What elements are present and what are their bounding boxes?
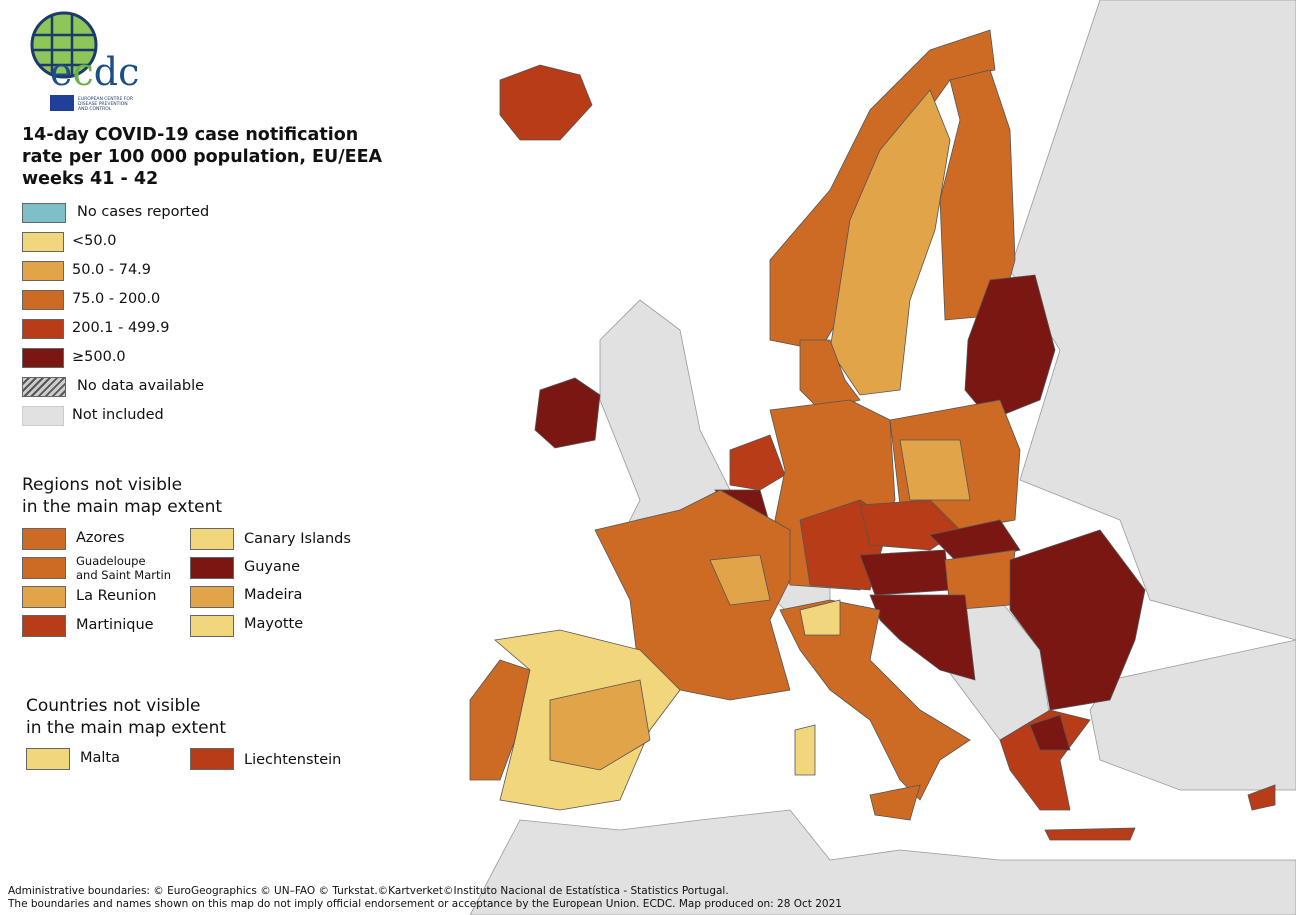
legend-label: Mayotte xyxy=(244,616,304,632)
footer-line: Administrative boundaries: © EuroGeograp… xyxy=(8,885,729,897)
legend-label: Martinique xyxy=(76,617,154,633)
countries-legend: Malta Liechtenstein xyxy=(26,748,366,774)
greece-north xyxy=(1029,714,1071,751)
legend-label: Madeira xyxy=(244,587,303,603)
title-line: 14-day COVID-19 case notification xyxy=(22,125,359,145)
romania-bulgaria xyxy=(1009,529,1146,711)
legend-label: 50.0 - 74.9 xyxy=(72,262,152,278)
sicily xyxy=(869,784,921,821)
legend-label: 75.0 - 200.0 xyxy=(72,291,161,307)
footer-line: The boundaries and names shown on this m… xyxy=(8,897,842,910)
regions-heading: Regions not visible in the main map exte… xyxy=(22,474,222,518)
legend-swatch xyxy=(22,203,66,223)
legend-swatch xyxy=(22,290,64,310)
legend-swatch xyxy=(22,615,66,637)
legend-swatch xyxy=(190,748,234,770)
slovenia-croatia xyxy=(869,594,976,681)
legend-swatch xyxy=(22,586,66,608)
legend-swatch-hatch xyxy=(22,377,66,397)
legend-swatch xyxy=(22,319,64,339)
legend-swatch xyxy=(190,586,234,608)
sardinia xyxy=(794,724,816,776)
title-line: rate per 100 000 population, EU/EEA xyxy=(22,147,383,167)
legend-label: and Saint Martin xyxy=(76,568,171,582)
heading-line: in the main map extent xyxy=(26,718,227,738)
legend-swatch xyxy=(22,528,66,550)
denmark xyxy=(799,339,861,411)
footer-credits: Administrative boundaries: © EuroGeograp… xyxy=(8,885,842,910)
greece xyxy=(999,709,1091,811)
legend-swatch xyxy=(22,261,64,281)
legend-swatch xyxy=(22,232,64,252)
legend-label: Guyane xyxy=(244,559,301,575)
legend-swatch xyxy=(22,406,64,426)
legend-swatch xyxy=(190,557,234,579)
turkey xyxy=(1089,639,1296,791)
title-line: weeks 41 - 42 xyxy=(22,169,159,189)
poland-west xyxy=(899,439,971,501)
svg-text:EUROPEAN CENTRE FOR: EUROPEAN CENTRE FOR xyxy=(78,96,133,102)
france-central xyxy=(709,554,771,606)
legend-label: Malta xyxy=(80,750,120,766)
crete xyxy=(1044,827,1136,841)
regions-legend: Azores Guadeloupe and Saint Martin La Reu… xyxy=(22,528,362,640)
spain-central xyxy=(549,679,651,771)
legend-label: No data available xyxy=(77,378,205,394)
ecdc-logo: ecdc EUROPEAN CENTRE FOR DISEASE PREVENT… xyxy=(22,5,152,113)
legend-label: ≥500.0 xyxy=(72,349,126,365)
ireland xyxy=(534,377,601,449)
countries-heading: Countries not visible in the main map ex… xyxy=(26,695,226,739)
heading-line: in the main map extent xyxy=(22,497,223,517)
north-africa xyxy=(469,809,1296,915)
legend-label: No cases reported xyxy=(77,204,210,220)
legend-label: Not included xyxy=(72,407,164,423)
legend: No cases reported <50.0 50.0 - 74.9 75.0… xyxy=(22,203,282,433)
legend-label: Canary Islands xyxy=(244,531,351,547)
baltics xyxy=(964,274,1056,421)
italy xyxy=(779,599,971,801)
legend-label: Liechtenstein xyxy=(244,752,342,768)
legend-swatch xyxy=(190,615,234,637)
legend-label: Azores xyxy=(76,530,125,546)
netherlands xyxy=(729,434,786,491)
svg-text:ecdc: ecdc xyxy=(50,50,139,94)
russia-east xyxy=(1009,0,1296,641)
italy-north xyxy=(799,599,841,636)
legend-swatch xyxy=(190,528,234,550)
legend-swatch xyxy=(22,557,66,579)
legend-label: La Reunion xyxy=(76,588,157,604)
heading-line: Countries not visible xyxy=(26,696,201,716)
svg-text:AND CONTROL: AND CONTROL xyxy=(78,106,112,112)
sweden xyxy=(829,89,951,396)
iceland xyxy=(499,64,593,141)
legend-label: Guadeloupe xyxy=(76,554,146,568)
map-title: 14-day COVID-19 case notification rate p… xyxy=(22,124,382,190)
legend-label: <50.0 xyxy=(72,233,117,249)
cyprus xyxy=(1247,784,1276,811)
svg-text:DISEASE PREVENTION: DISEASE PREVENTION xyxy=(78,101,128,107)
legend-label: 200.1 - 499.9 xyxy=(72,320,170,336)
legend-swatch xyxy=(22,348,64,368)
austria xyxy=(859,549,951,596)
legend-swatch xyxy=(26,748,70,770)
heading-line: Regions not visible xyxy=(22,475,183,495)
